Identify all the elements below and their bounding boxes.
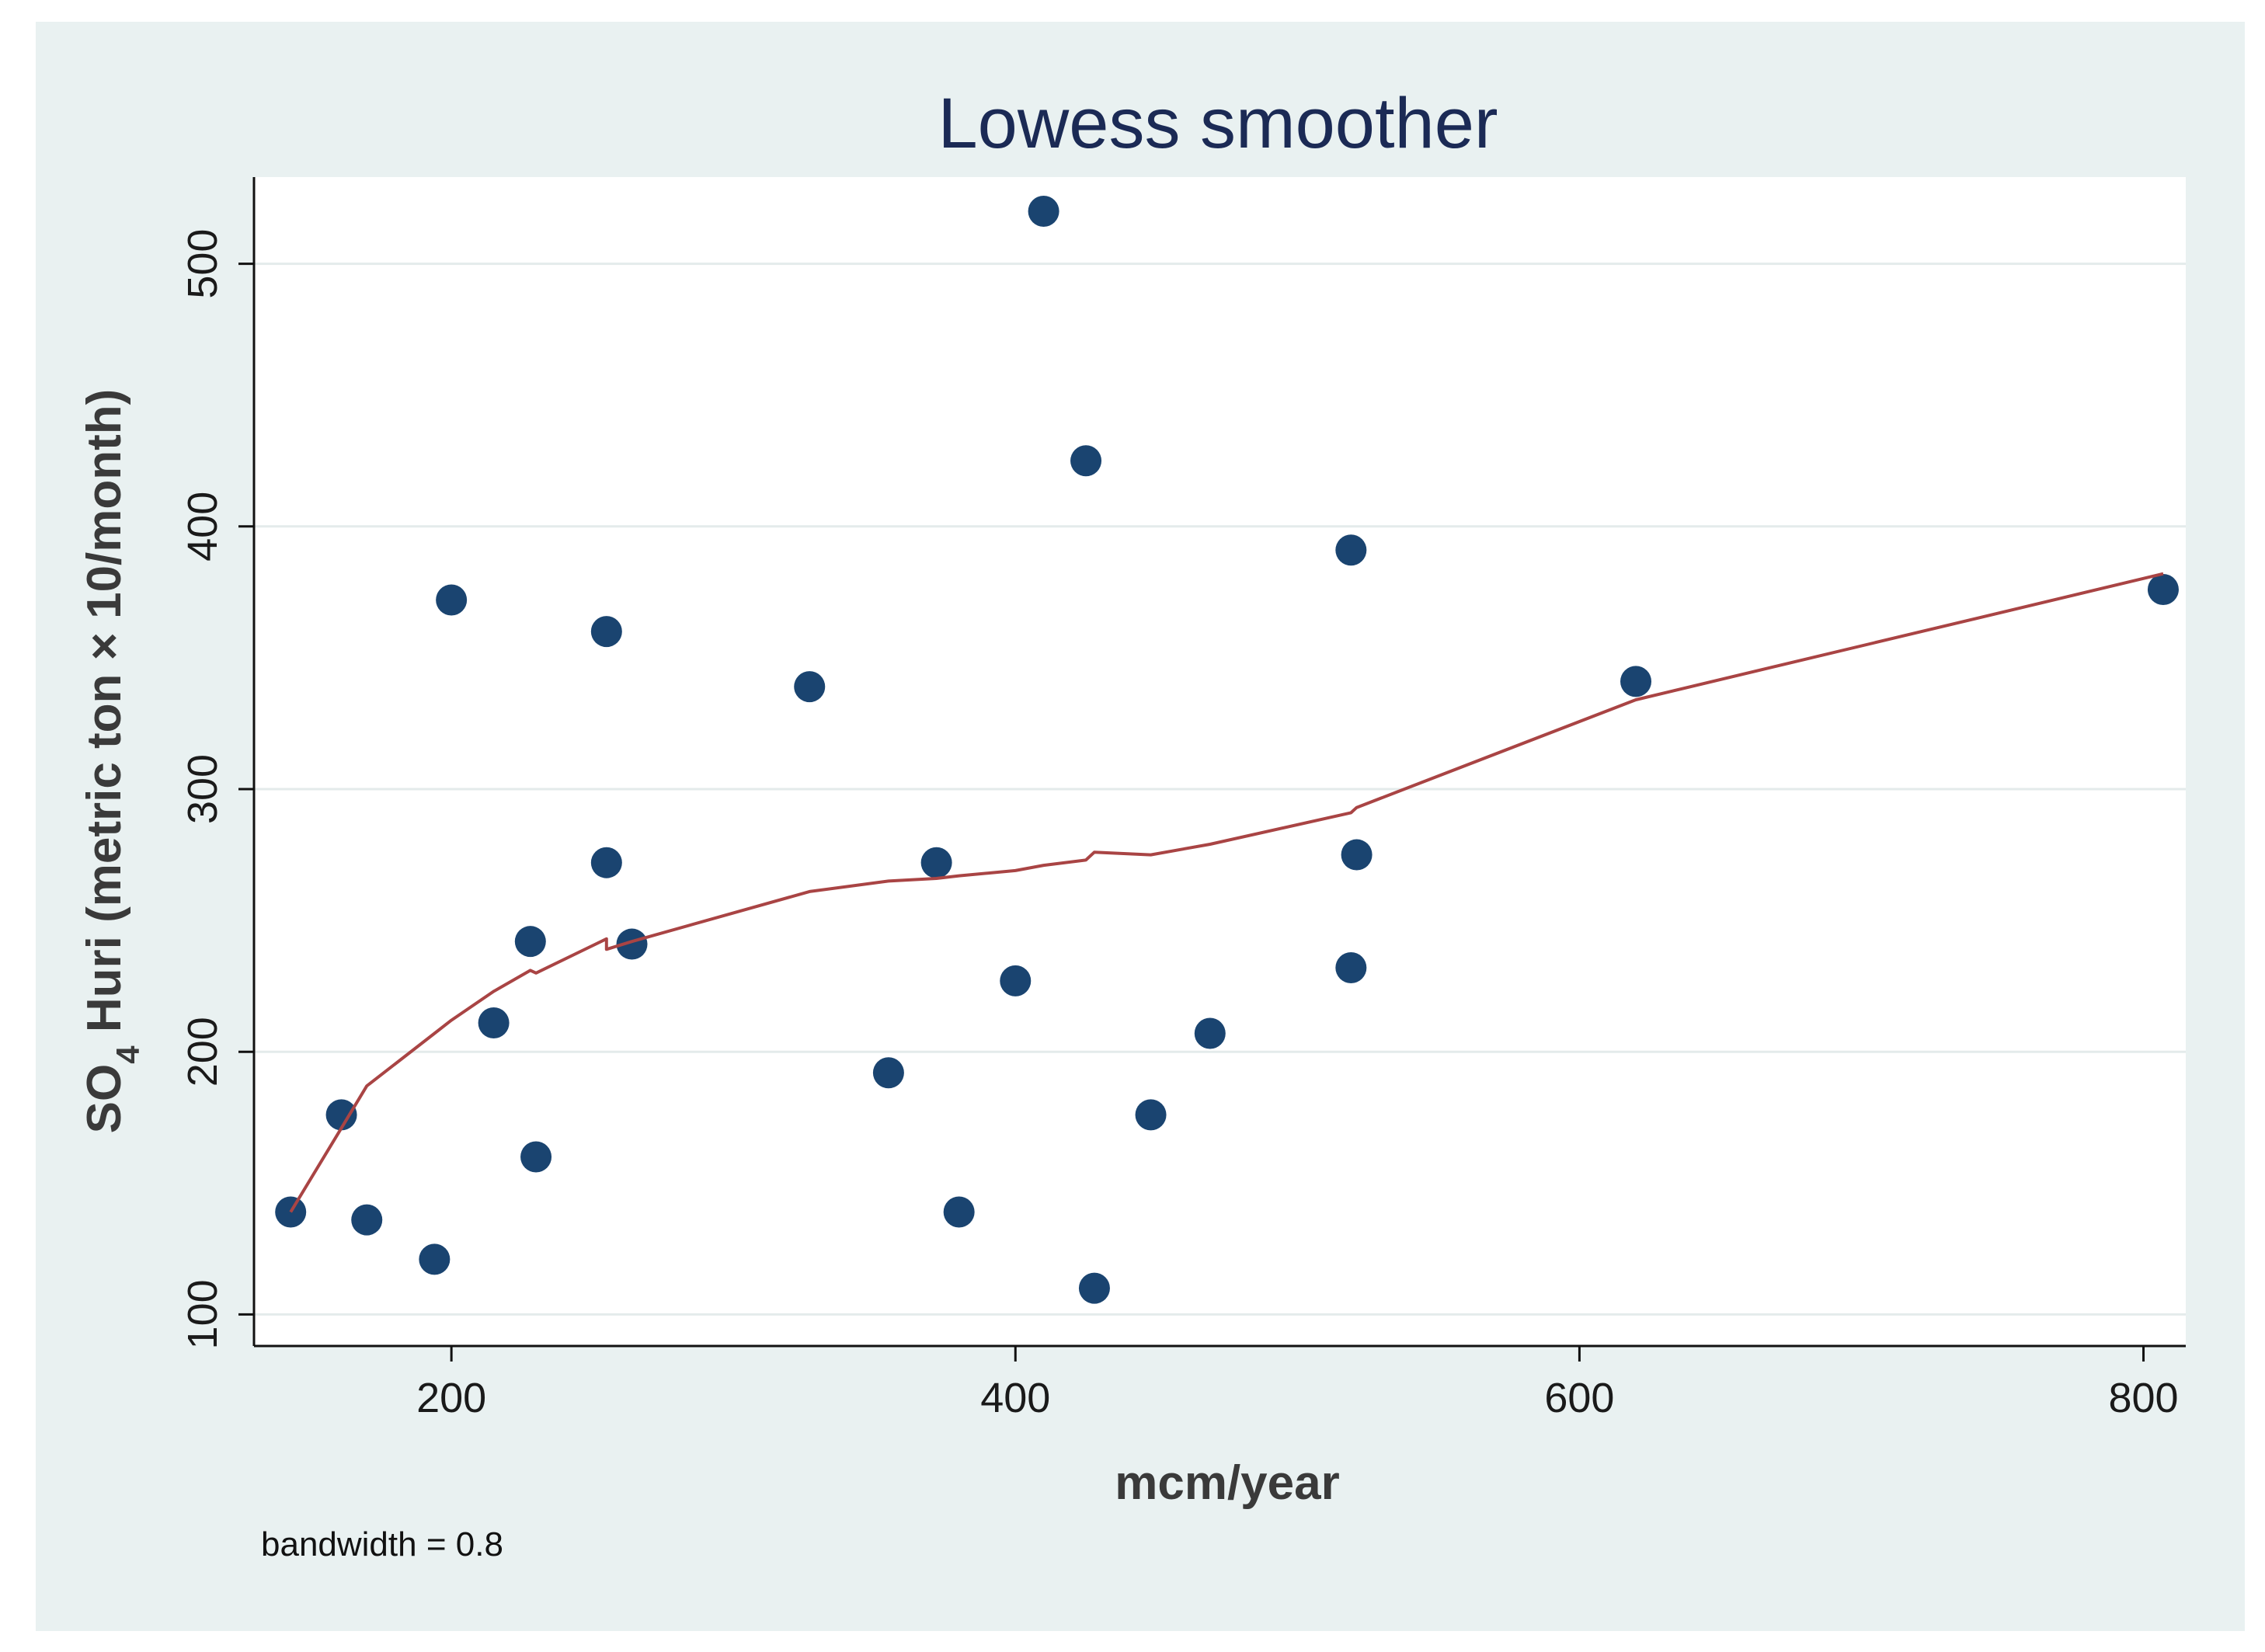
bandwidth-note: bandwidth = 0.8 (261, 1525, 503, 1563)
y-tick-label-200: 200 (179, 1017, 226, 1087)
y-axis-label: SO4 Huri (metric ton × 10/month) (78, 389, 146, 1134)
grid-lines (254, 263, 2186, 1316)
y-tick-label-100: 100 (179, 1279, 226, 1349)
data-point-20 (1194, 1017, 1226, 1049)
x-tick-label-200: 200 (416, 1375, 486, 1421)
axes (252, 177, 2186, 1348)
x-axis-ticks: 200 400 600 800 (416, 1346, 2179, 1421)
data-point-9 (590, 847, 622, 878)
data-point-19 (1135, 1099, 1167, 1131)
data-point-2 (351, 1204, 383, 1236)
data-point-11 (794, 671, 826, 703)
y-tick-label-300: 300 (179, 754, 226, 824)
data-point-4 (436, 584, 468, 616)
data-point-21 (1335, 534, 1367, 566)
data-point-1 (325, 1099, 357, 1131)
data-point-12 (872, 1057, 904, 1089)
data-points (275, 195, 2179, 1304)
lowess-curve (289, 572, 2164, 1213)
y-axis-label-prefix: SO (78, 1064, 131, 1134)
x-tick-label-600: 600 (1544, 1375, 1614, 1421)
data-point-23 (1341, 839, 1373, 871)
y-tick-label-400: 400 (179, 492, 226, 562)
data-point-24 (1620, 666, 1652, 697)
x-tick-label-800: 800 (2108, 1375, 2178, 1421)
y-tick-label-500: 500 (179, 229, 226, 299)
data-point-15 (1000, 965, 1032, 996)
data-point-17 (1070, 445, 1102, 477)
data-point-13 (920, 847, 952, 878)
plot-area (254, 177, 2186, 1346)
data-point-22 (1335, 951, 1367, 983)
x-axis-label: mcm/year (1115, 1456, 1340, 1510)
data-point-14 (943, 1196, 975, 1228)
data-point-18 (1078, 1272, 1110, 1304)
data-point-10 (616, 928, 648, 960)
data-point-6 (514, 926, 546, 958)
y-axis-ticks: 100 200 300 400 500 (179, 229, 254, 1349)
data-point-25 (2147, 573, 2179, 605)
data-point-0 (275, 1196, 307, 1228)
data-point-5 (478, 1007, 510, 1039)
y-axis-label-suffix: Huri (metric ton × 10/month) (78, 389, 131, 1046)
lowess-line (289, 572, 2164, 1213)
data-point-16 (1028, 195, 1059, 227)
y-axis-label-subscript: 4 (110, 1045, 146, 1064)
data-point-7 (520, 1141, 552, 1173)
x-tick-label-400: 400 (980, 1375, 1050, 1421)
chart-title: Lowess smoother (938, 84, 1498, 163)
data-point-3 (419, 1243, 451, 1275)
data-point-8 (590, 616, 622, 648)
